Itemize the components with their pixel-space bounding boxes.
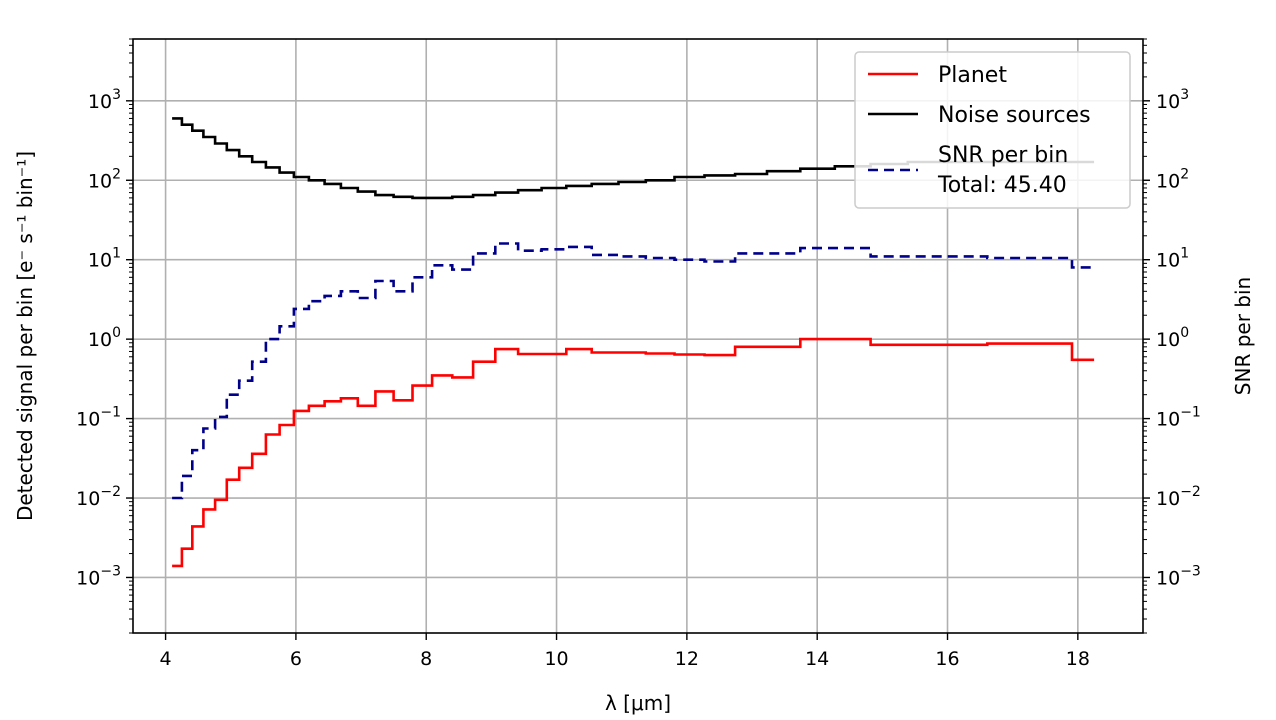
x-tick-label: 18: [1066, 648, 1090, 670]
y2-axis-label: SNR per bin: [1231, 277, 1255, 395]
series-snr-per-bin: [172, 242, 1095, 500]
series-line: [172, 337, 1095, 568]
x-tick-label: 10: [544, 648, 568, 670]
x-tick-label: 6: [290, 648, 302, 670]
legend-label-planet: Planet: [938, 63, 1007, 88]
legend-label-total: Total: 45.40: [937, 173, 1067, 198]
series-line: [172, 242, 1095, 500]
legend-box: [854, 51, 1131, 209]
y-tick-label-left: 10−1: [76, 405, 121, 431]
legend-label-noise: Noise sources: [938, 103, 1091, 128]
x-tick-label: 16: [935, 648, 959, 670]
x-tick-label: 12: [675, 648, 699, 670]
legend-label-snr: SNR per bin: [938, 143, 1068, 168]
series-planet: [172, 337, 1095, 568]
y-axis-label: Detected signal per bin [e⁻ s⁻¹ bin⁻¹]: [13, 151, 37, 521]
legend: Planet Noise sources SNR per bin Total: …: [854, 51, 1131, 209]
series-layer: [172, 117, 1095, 568]
plot-frame: [132, 38, 1144, 634]
y-tick-label-right: 10−3: [1156, 563, 1201, 589]
x-axis-label: λ [μm]: [605, 691, 671, 715]
y-tick-label-right: 100: [1156, 325, 1189, 351]
x-tick-label: 4: [160, 648, 172, 670]
series-line: [172, 117, 1095, 200]
series-noise-sources: [172, 117, 1095, 200]
x-tick-label: 8: [420, 648, 432, 670]
x-tick-label: 14: [805, 648, 829, 670]
